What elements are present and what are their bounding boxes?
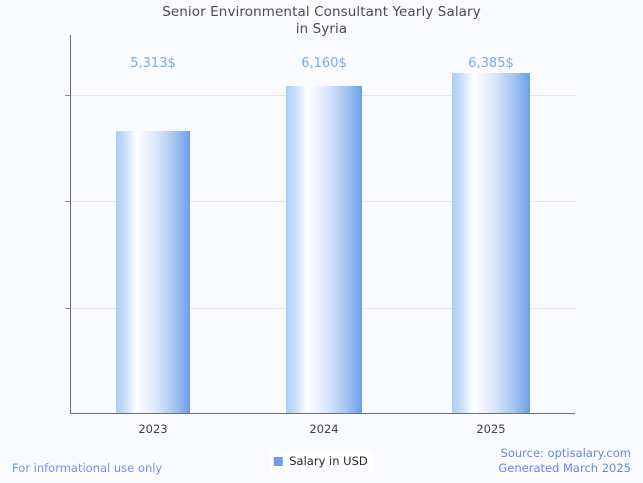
- xtick-label-2024: 2024: [309, 422, 339, 436]
- legend-label-salary-in-usd: Salary in USD: [289, 454, 368, 468]
- chart-title-line-2: in Syria: [295, 21, 348, 37]
- bar-2023[interactable]: [116, 131, 190, 413]
- bar-label-2024: 6,160$: [301, 56, 347, 71]
- legend-swatch-icon: [273, 456, 283, 466]
- disclaimer-text: For informational use only: [12, 461, 163, 475]
- x-axis-line: [70, 413, 575, 414]
- y-axis-line: [70, 35, 71, 414]
- generated-date-text: Generated March 2025: [498, 461, 631, 475]
- xtick-label-2023: 2023: [138, 422, 168, 436]
- source-text: Source: optisalary.com: [500, 446, 631, 460]
- ytick-mark-4000: [65, 201, 70, 202]
- bar-label-2023: 5,313$: [130, 56, 176, 71]
- chart-legend[interactable]: Salary in USD: [269, 452, 374, 470]
- bar-2025[interactable]: [452, 73, 530, 413]
- bar-label-2025: 6,385$: [468, 56, 514, 71]
- source-attribution: Source: optisalary.com Generated March 2…: [498, 446, 631, 476]
- ytick-mark-6000: [65, 95, 70, 96]
- bar-2024[interactable]: [286, 86, 362, 413]
- chart-title-line-1: Senior Environmental Consultant Yearly S…: [162, 4, 481, 20]
- plot-area: 6000 4000 2000 5,313$ 6,160$ 6,385$ 2023…: [65, 35, 575, 436]
- chart-title: Senior Environmental Consultant Yearly S…: [0, 4, 643, 38]
- xtick-label-2025: 2025: [476, 422, 506, 436]
- ytick-mark-2000: [65, 308, 70, 309]
